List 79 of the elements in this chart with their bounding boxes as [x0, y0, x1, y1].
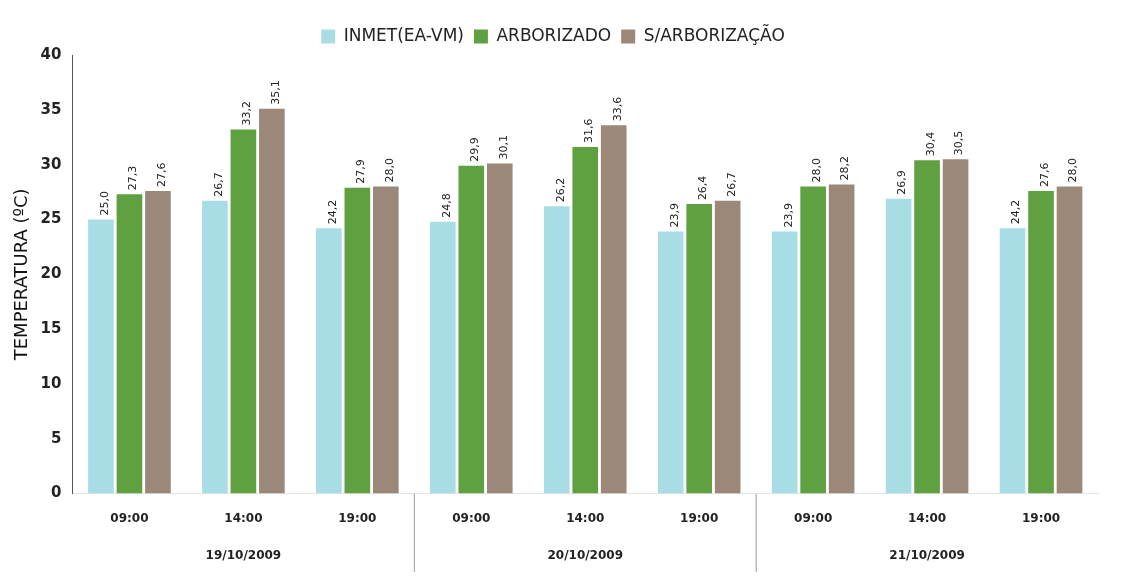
data-label: 28,0 — [809, 158, 823, 183]
bar — [543, 206, 570, 494]
bar — [942, 159, 969, 494]
data-label: 26,4 — [696, 175, 710, 201]
data-label: 26,2 — [553, 177, 567, 203]
data-label: 30,4 — [923, 131, 937, 157]
bar — [373, 186, 399, 494]
data-label: 27,3 — [126, 165, 140, 191]
data-label: 31,6 — [582, 118, 596, 144]
data-label: 23,9 — [667, 203, 681, 228]
y-tick-label: 30 — [40, 154, 62, 173]
legend-label: ARBORIZADO — [496, 24, 612, 45]
bar — [116, 194, 143, 494]
data-label: 24,2 — [1009, 199, 1023, 225]
y-tick-label: 35 — [40, 99, 62, 118]
x-tick-label: 09:00 — [110, 510, 149, 525]
bar — [800, 186, 826, 494]
data-label: 30,1 — [496, 135, 510, 160]
data-label: 24,2 — [325, 199, 339, 225]
bar — [316, 228, 342, 494]
text: 21/10/2009 — [889, 548, 965, 563]
data-label: 28,2 — [838, 155, 852, 181]
y-tick-label: 0 — [51, 483, 62, 502]
data-label: 33,2 — [240, 101, 254, 126]
bar — [202, 200, 228, 494]
x-tick-label: 19:00 — [1021, 510, 1061, 525]
legend-label: INMET(EA-VM) — [343, 24, 464, 45]
bar — [914, 160, 940, 494]
text: 19/10/2009 — [205, 548, 282, 563]
bar — [230, 129, 257, 494]
bar — [714, 200, 741, 494]
y-tick-label: 10 — [40, 373, 62, 392]
data-label: 27,9 — [354, 159, 368, 184]
bar — [486, 163, 513, 494]
bar — [828, 184, 855, 494]
x-tick-label: 09:00 — [794, 510, 833, 525]
bar — [88, 219, 114, 494]
bar — [1056, 186, 1083, 494]
bar — [458, 165, 485, 494]
bar — [429, 221, 456, 494]
y-axis-title: TEMPERATURA (ºC) — [10, 188, 32, 362]
data-label: 35,1 — [268, 80, 282, 105]
x-tick-label: 09:00 — [452, 510, 491, 525]
data-label: 27,6 — [1037, 162, 1051, 187]
bar — [999, 228, 1026, 494]
bar — [657, 231, 684, 494]
data-label: 26,7 — [724, 172, 738, 197]
data-label: 30,5 — [952, 130, 966, 156]
y-tick-label: 5 — [51, 428, 62, 447]
bar — [259, 108, 285, 494]
data-label: 26,7 — [211, 172, 225, 197]
data-label: 29,9 — [468, 137, 482, 162]
x-tick-label: 14:00 — [566, 510, 605, 525]
data-label: 25,0 — [97, 190, 111, 216]
bar — [885, 198, 912, 494]
bar — [572, 147, 599, 494]
y-tick-label: 20 — [40, 264, 62, 283]
x-tick-label: 14:00 — [224, 510, 263, 525]
y-tick-label: 40 — [40, 44, 62, 63]
x-tick-label: 19:00 — [338, 510, 377, 525]
bar — [600, 125, 627, 494]
data-label: 27,6 — [154, 162, 168, 187]
x-tick-label: 19:00 — [680, 510, 719, 525]
y-tick-label: 25 — [40, 209, 62, 228]
x-tick-label: 14:00 — [907, 510, 947, 525]
bar — [145, 190, 171, 494]
data-label: 23,9 — [781, 203, 795, 228]
bar — [1028, 190, 1054, 494]
bar — [771, 231, 798, 494]
bar — [686, 204, 712, 494]
text: 20/10/2009 — [547, 548, 624, 563]
legend-label: S/ARBORIZAÇÃO — [643, 23, 785, 45]
data-label: 26,9 — [895, 170, 909, 195]
data-label: 33,6 — [610, 96, 624, 122]
bar — [344, 187, 371, 494]
data-label: 28,0 — [382, 158, 396, 183]
y-tick-label: 15 — [40, 319, 62, 338]
data-label: 28,0 — [1066, 158, 1080, 183]
data-label: 24,8 — [439, 193, 453, 218]
